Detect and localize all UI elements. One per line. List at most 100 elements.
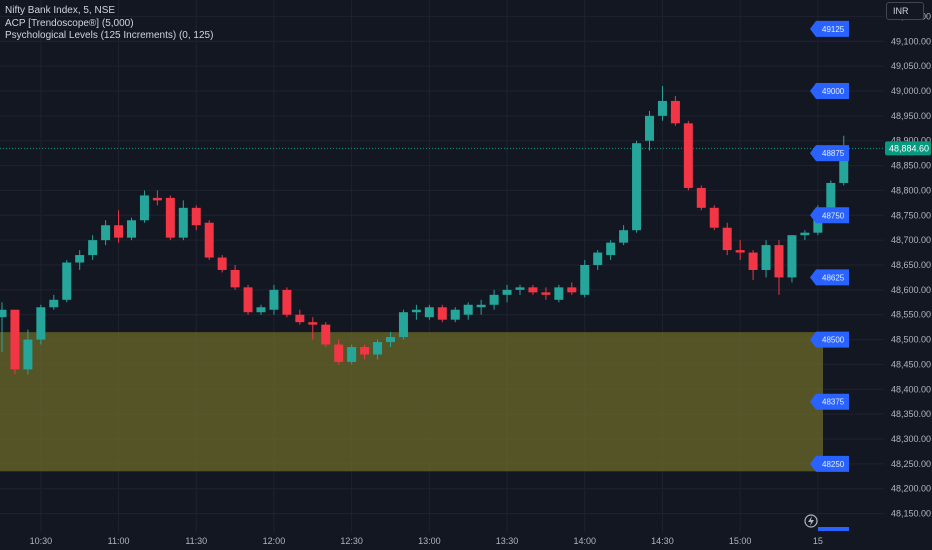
level-tag: 49125 [810, 20, 849, 37]
level-tag-bg [810, 331, 849, 348]
candle [0, 302, 7, 352]
candle [463, 302, 473, 320]
candle-body [839, 148, 849, 183]
candle [373, 339, 383, 360]
candle [398, 309, 408, 340]
x-tick-label: 10:30 [30, 536, 53, 546]
indicator-acp[interactable]: ACP [Trendoscope®] (5,000) [5, 17, 134, 29]
level-tag-label: 48625 [822, 273, 845, 282]
x-tick-label: 13:00 [418, 536, 441, 546]
level-tag-bg [810, 83, 849, 99]
candle [269, 284, 279, 315]
indicator-psych-levels[interactable]: Psychological Levels (125 Increments) (0… [5, 30, 214, 41]
candle [632, 140, 642, 233]
candle-body [722, 227, 732, 251]
candle [347, 344, 357, 365]
candle-body [424, 307, 434, 318]
level-tag-label: 48750 [822, 211, 845, 220]
candle-body [787, 235, 797, 278]
candle-body [645, 115, 654, 141]
candle-body [489, 294, 499, 305]
candle [139, 190, 149, 223]
level-tag: 48500 [810, 331, 849, 348]
y-tick-label: 48,400.00 [891, 384, 931, 394]
candle-body [437, 307, 447, 320]
candle-body [657, 100, 667, 116]
level-tag: 48750 [810, 207, 849, 224]
candle [101, 220, 111, 246]
candle [217, 255, 227, 273]
candle [386, 332, 395, 348]
candle-body [165, 197, 175, 238]
x-tick-label: 11:30 [185, 536, 207, 546]
candle [36, 304, 46, 345]
y-tick-label: 48,900.00 [891, 136, 931, 146]
level-tag-label: 48875 [822, 149, 845, 158]
candle [735, 240, 745, 261]
candle-body [735, 250, 745, 253]
candle [295, 309, 305, 325]
candle-body [774, 245, 784, 278]
candle [541, 287, 551, 300]
candle [321, 322, 331, 348]
candle-body [748, 252, 758, 270]
candle-body [347, 347, 357, 362]
x-tick-label: 15:00 [729, 536, 752, 546]
candle-body [114, 225, 124, 238]
candle-body [670, 100, 680, 124]
candle [800, 230, 810, 241]
candle-body [10, 309, 20, 370]
candle [567, 282, 577, 295]
candle [334, 339, 344, 365]
candle [450, 307, 460, 323]
candle [502, 284, 512, 303]
candle-body [709, 207, 719, 228]
candle-body [152, 197, 162, 201]
candle-body [554, 287, 564, 300]
currency-button[interactable]: INR [886, 2, 924, 20]
level-tag-bg [810, 207, 849, 224]
candle-body [49, 299, 59, 308]
candle-body [463, 304, 473, 315]
candle [178, 200, 188, 241]
y-tick-label: 48,700.00 [891, 235, 931, 245]
candle-body [515, 287, 525, 290]
candle [10, 309, 20, 375]
price-axis[interactable]: 48,150.00 48,200.00 48,250.00 48,300.00 48,3… [891, 11, 931, 518]
candle-body [619, 230, 629, 243]
candle-body [386, 337, 395, 343]
candle [75, 250, 85, 270]
candle [670, 95, 680, 126]
y-tick-label: 48,550.00 [891, 310, 931, 320]
y-tick-label: 48,300.00 [891, 434, 931, 444]
y-tick-label: 48,500.00 [891, 335, 931, 345]
candle [411, 304, 421, 320]
candle-body [606, 242, 616, 256]
candle [243, 284, 253, 315]
y-tick-label: 48,800.00 [891, 185, 931, 195]
level-tag-bg [810, 20, 849, 37]
candle-body [217, 257, 227, 270]
symbol-title[interactable]: Nifty Bank Index, 5, NSE [5, 5, 116, 16]
candle [787, 235, 797, 283]
candle-body [204, 222, 214, 258]
candle-body [23, 339, 33, 370]
x-tick-label: 11:00 [108, 536, 130, 546]
time-axis[interactable]: 10:30 11:00 11:30 12:00 12:30 13:00 13:30 14:00… [30, 536, 823, 546]
candle [696, 185, 706, 211]
level-tag-label: 48250 [822, 460, 845, 469]
y-tick-label: 48,250.00 [891, 459, 931, 469]
last-price-label: 48,884.60 [889, 143, 929, 153]
level-tag: 48875 [810, 145, 849, 162]
y-tick-label: 48,450.00 [891, 359, 931, 369]
candle-body [127, 220, 136, 238]
y-tick-label: 48,150.00 [891, 509, 931, 519]
level-tag: 48375 [810, 393, 849, 410]
candle-body [450, 309, 460, 320]
y-tick-label: 48,750.00 [891, 210, 931, 220]
candle-body [541, 292, 551, 295]
candle [282, 287, 292, 318]
lightning-icon[interactable] [804, 514, 818, 528]
lightning-icon-ring [804, 514, 818, 528]
